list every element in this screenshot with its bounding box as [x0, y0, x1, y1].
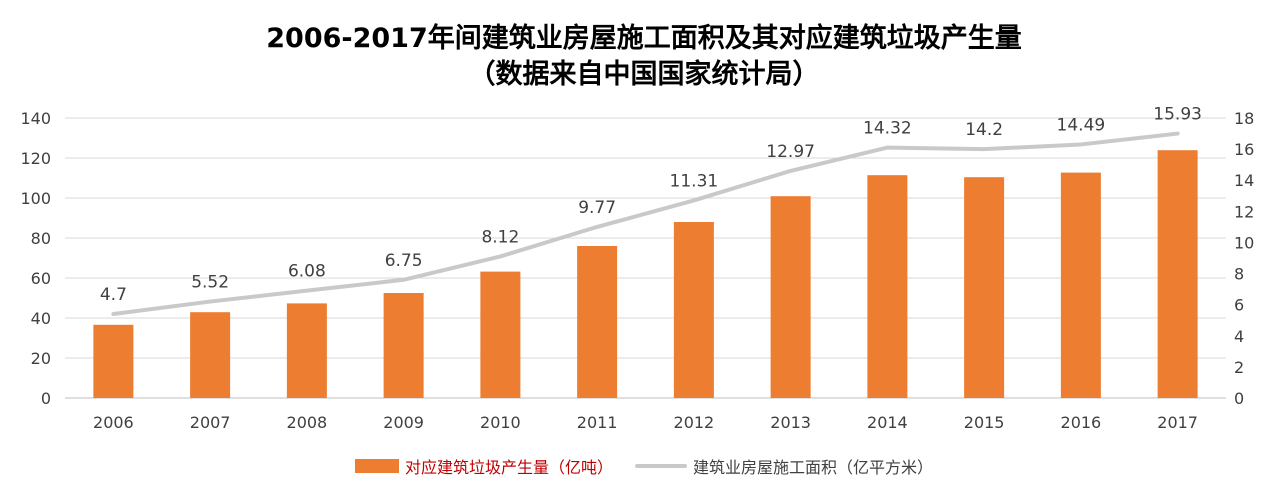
data-label: 11.31	[670, 171, 719, 191]
bar	[286, 303, 327, 398]
y-left-tick-label: 0	[41, 389, 51, 408]
chart-title: 2006-2017年间建筑业房屋施工面积及其对应建筑垃圾产生量	[266, 23, 1022, 54]
x-tick-label: 2015	[964, 413, 1005, 432]
bar	[673, 222, 714, 398]
x-tick-label: 2010	[480, 413, 521, 432]
legend-swatch-bar	[354, 459, 399, 473]
y-right-tick-label: 10	[1234, 233, 1254, 252]
legend-label-line: 建筑业房屋施工面积（亿平方米）	[693, 458, 934, 477]
series-line	[111, 131, 1180, 316]
x-tick-label: 2006	[93, 413, 134, 432]
data-label: 6.08	[288, 262, 326, 282]
bar	[1060, 172, 1101, 398]
x-tick-label: 2014	[867, 413, 908, 432]
x-tick-label: 2012	[674, 413, 715, 432]
x-tick-label: 2017	[1157, 413, 1198, 432]
data-label: 9.77	[578, 198, 616, 218]
bar	[190, 312, 231, 398]
x-tick-label: 2007	[190, 413, 231, 432]
x-tick-label: 2016	[1061, 413, 1102, 432]
x-tick-label: 2009	[383, 413, 424, 432]
y-left-tick-label: 80	[31, 229, 51, 248]
y-right-tick-label: 8	[1234, 265, 1244, 284]
chart-legend: 对应建筑垃圾产生量（亿吨） 建筑业房屋施工面积（亿平方米）	[0, 454, 1288, 478]
data-label: 12.97	[766, 142, 815, 162]
y-right-tick-label: 12	[1234, 202, 1254, 221]
y-right-tick-label: 18	[1234, 109, 1254, 128]
bar	[1157, 150, 1198, 398]
bar	[964, 177, 1005, 398]
legend-item-bar: 对应建筑垃圾产生量（亿吨）	[354, 454, 613, 478]
y-left-tick-label: 20	[31, 349, 51, 368]
y-right-tick-label: 2	[1234, 358, 1244, 377]
data-label: 4.7	[100, 285, 127, 305]
bar	[770, 196, 811, 398]
legend-swatch-line	[635, 464, 687, 468]
data-label: 15.93	[1153, 105, 1202, 125]
bar	[867, 175, 908, 398]
y-right-tick-label: 0	[1234, 389, 1244, 408]
x-tick-label: 2013	[770, 413, 811, 432]
y-left-tick-label: 100	[20, 189, 51, 208]
y-right-tick-label: 14	[1234, 171, 1254, 190]
y-left-tick-label: 40	[31, 309, 51, 328]
y-left-tick-label: 60	[31, 269, 51, 288]
data-label: 14.49	[1057, 115, 1106, 135]
data-label: 6.75	[385, 251, 423, 271]
data-label: 5.52	[191, 273, 229, 293]
data-label: 8.12	[481, 227, 519, 247]
x-tick-label: 2008	[287, 413, 328, 432]
legend-label-bar: 对应建筑垃圾产生量（亿吨）	[404, 458, 613, 477]
data-label: 14.32	[863, 119, 912, 139]
y-left-tick-label: 120	[20, 149, 51, 168]
chart-subtitle: （数据来自中国国家统计局）	[468, 59, 820, 90]
data-label: 14.2	[965, 120, 1003, 140]
y-left-tick-label: 140	[20, 109, 51, 128]
x-tick-label: 2011	[577, 413, 618, 432]
bar	[480, 271, 521, 398]
y-right-tick-label: 16	[1234, 140, 1254, 159]
bar	[577, 246, 618, 398]
bar	[383, 293, 424, 398]
y-right-tick-label: 6	[1234, 296, 1244, 315]
y-right-tick-label: 4	[1234, 327, 1244, 346]
bar	[93, 324, 134, 398]
legend-item-line: 建筑业房屋施工面积（亿平方米）	[635, 454, 933, 478]
